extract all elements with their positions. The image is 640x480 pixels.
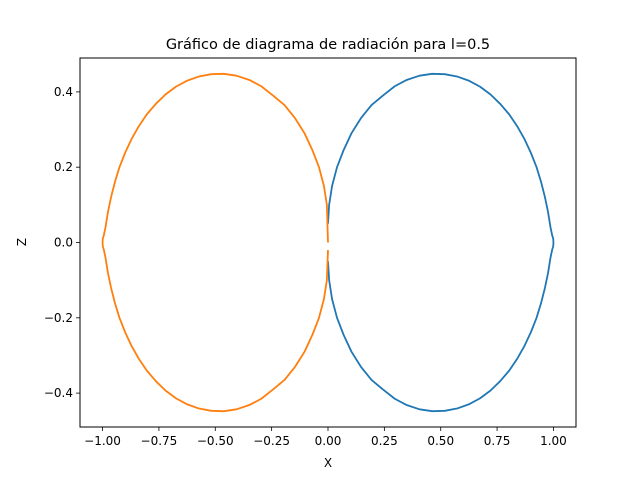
series-layer bbox=[101, 72, 555, 413]
x-axis-ticks: −1.00 −0.75 −0.50 −0.25 0.00 0.25 0.50 0.75 1.00 bbox=[84, 427, 567, 448]
y-tick-label: 0.2 bbox=[54, 160, 73, 174]
y-tick-label: 0.0 bbox=[54, 236, 73, 250]
y-axis-ticks: −0.4 −0.2 0.0 0.2 0.4 bbox=[44, 85, 80, 400]
x-tick-label: −0.50 bbox=[197, 434, 234, 448]
x-tick-label: 0.00 bbox=[315, 434, 342, 448]
x-tick-label: 0.75 bbox=[484, 434, 511, 448]
y-axis-label: Z bbox=[15, 238, 29, 246]
x-tick-label: 0.25 bbox=[371, 434, 398, 448]
chart-title: Gráfico de diagrama de radiación para l=… bbox=[166, 37, 490, 53]
series-line-left-lobe bbox=[101, 72, 329, 413]
x-tick-label: 0.50 bbox=[427, 434, 454, 448]
y-tick-label: 0.4 bbox=[54, 85, 73, 99]
x-tick-label: −1.00 bbox=[84, 434, 121, 448]
plot-frame bbox=[79, 57, 577, 428]
y-tick-label: −0.4 bbox=[44, 386, 73, 400]
x-tick-label: 1.00 bbox=[540, 434, 567, 448]
x-axis-label: X bbox=[324, 456, 332, 470]
x-tick-label: −0.25 bbox=[253, 434, 290, 448]
y-tick-label: −0.2 bbox=[44, 311, 73, 325]
x-tick-label: −0.75 bbox=[141, 434, 178, 448]
series-line-right-lobe bbox=[327, 72, 555, 413]
